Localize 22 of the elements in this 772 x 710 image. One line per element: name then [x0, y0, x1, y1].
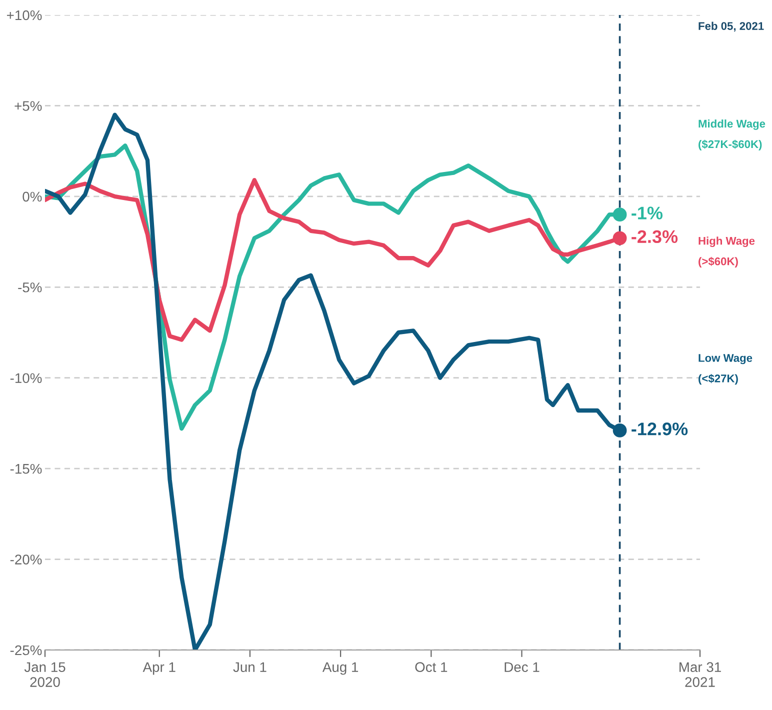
data-label: -1% [632, 206, 663, 220]
x-tick-label: Aug 1 [322, 662, 358, 675]
y-tick-label: +10% [6, 10, 42, 20]
x-tick-label: Mar 31 2021 [680, 662, 721, 687]
y-tick-label: +5% [14, 101, 42, 111]
y-tick-label: -10% [10, 373, 42, 384]
text: Low Wage (<$27K) [698, 354, 752, 385]
x-tick-label: Oct 1 [415, 662, 448, 672]
ref-line-label: Feb 05, 2021 [698, 22, 764, 32]
y-tick-label: -5% [18, 282, 42, 292]
text: High Wage (>$60K) [698, 236, 755, 268]
x-tick-label: Jan 15 2020 [24, 662, 66, 687]
x-tick-label: Dec 1 [504, 662, 540, 672]
y-tick-label: -15% [10, 464, 42, 474]
y-tick-label: -20% [10, 554, 42, 564]
data-label: -12.9% [632, 422, 688, 436]
x-tick-label: Jun 1 [233, 662, 266, 672]
data-label: -2.3% [632, 230, 678, 244]
x-tick-label: Apr 1 [142, 662, 176, 675]
text: Middle Wage ($27K-$60K) [698, 119, 766, 150]
y-tick-label: -25% [10, 645, 42, 656]
y-tick-label: 0% [22, 192, 42, 202]
